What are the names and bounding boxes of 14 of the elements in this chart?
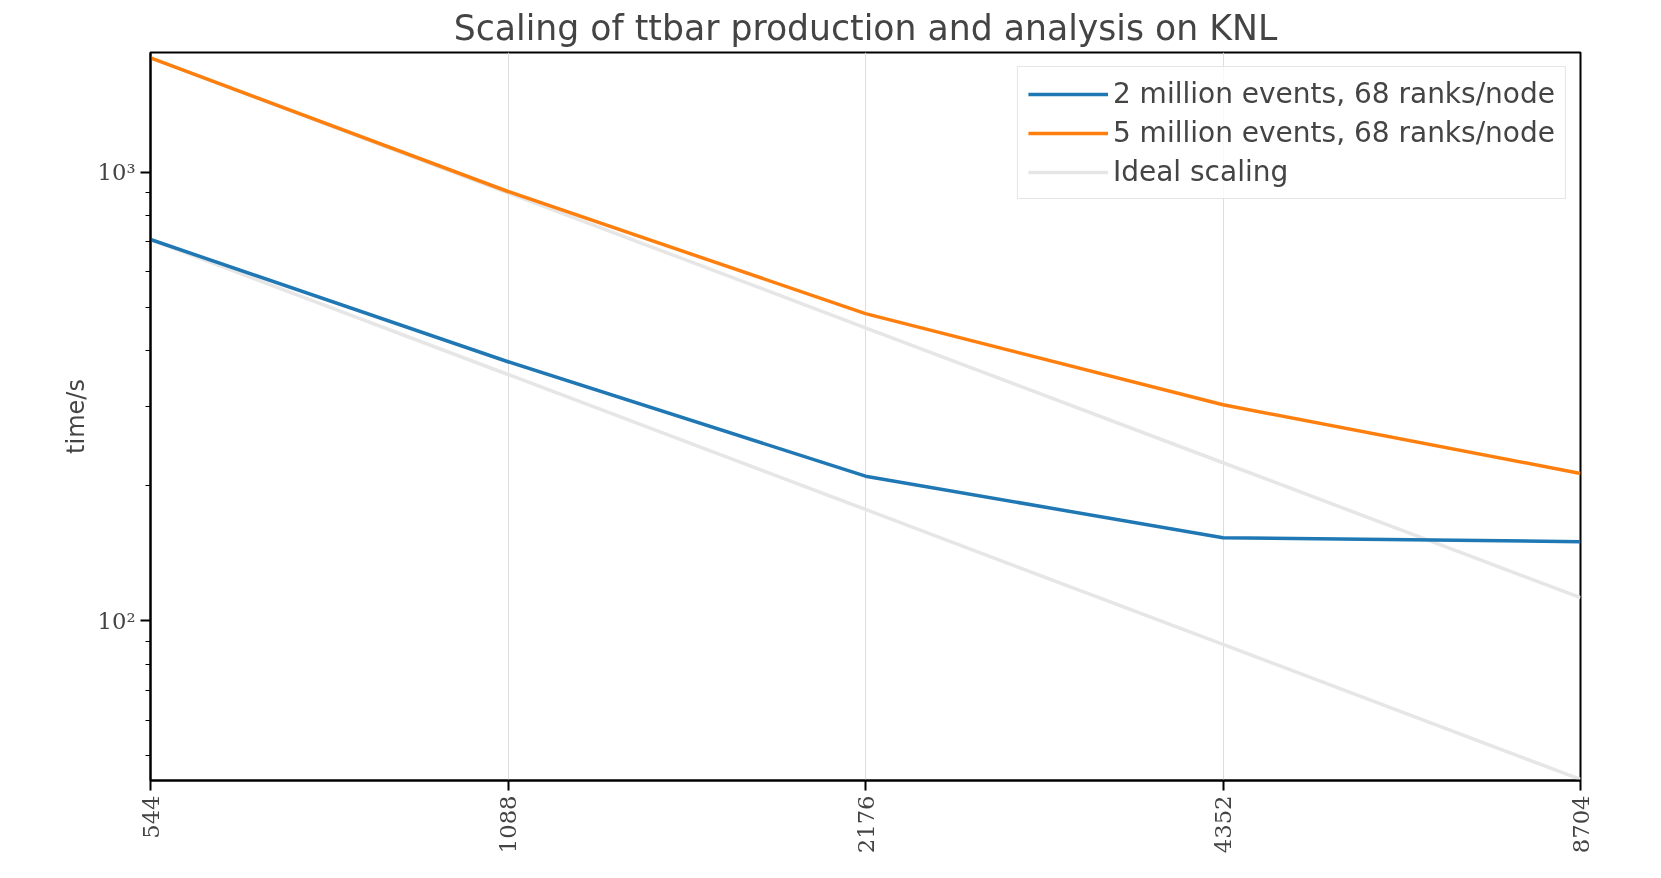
x-tick-label: 4352 [1210,795,1236,854]
x-tick-label: 544 [137,795,164,839]
x-tick-label: 1088 [495,795,521,854]
y-tick-label: 10³ [97,159,136,186]
legend-label: 2 million events, 68 ranks/node [1112,77,1555,110]
line-series [150,237,1581,544]
y-axis-title: time/s [61,379,90,454]
chart-title: Scaling of ttbar production and analysis on KNL [453,7,1278,48]
legend-label: Ideal scaling [1112,155,1289,188]
line-series [150,56,1581,476]
x-tick-label: 2176 [852,795,879,854]
x-tick-label: 8704 [1567,795,1594,854]
legend-label: 5 million events, 68 ranks/node [1112,116,1555,149]
y-tick-label: 10² [97,607,136,634]
